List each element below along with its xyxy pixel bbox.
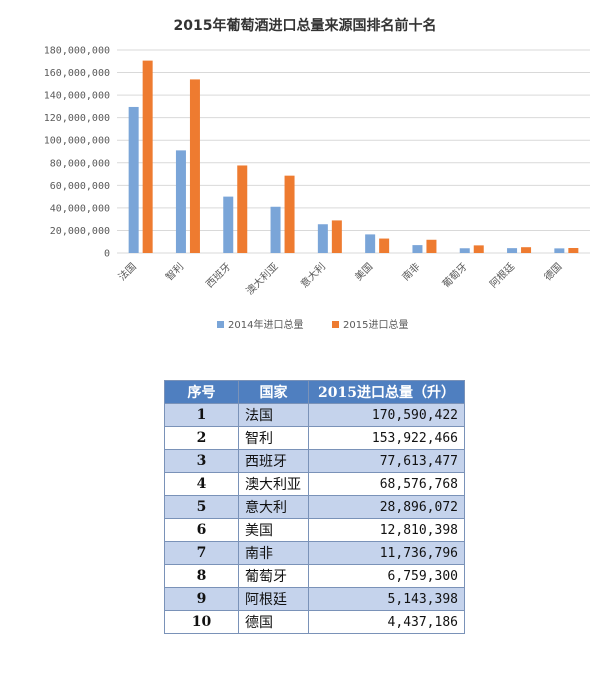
cell-volume: 5,143,398 [308, 587, 465, 611]
cell-country: 西班牙 [238, 449, 309, 473]
bar-2014 [270, 206, 281, 253]
bar-2014 [554, 248, 565, 253]
bar-2015 [521, 247, 532, 253]
x-category-label: 南非 [399, 260, 422, 283]
bar-2014 [223, 196, 234, 253]
x-category-label: 阿根廷 [487, 260, 517, 290]
header-rank: 序号 [164, 380, 239, 404]
bar-2015 [426, 239, 437, 253]
cell-country: 阿根廷 [238, 587, 309, 611]
cell-volume: 6,759,300 [308, 564, 465, 588]
cell-rank: 1 [164, 403, 239, 427]
table-row: 8 葡萄牙 6,759,300 [164, 564, 465, 588]
y-tick-label: 180,000,000 [44, 46, 110, 57]
cell-volume: 77,613,477 [308, 449, 465, 473]
legend-swatch [332, 321, 339, 328]
cell-country: 智利 [238, 426, 309, 450]
cell-country: 南非 [238, 541, 309, 565]
cell-rank: 5 [164, 495, 239, 519]
cell-volume: 153,922,466 [308, 426, 465, 450]
cell-country: 意大利 [238, 495, 309, 519]
cell-volume: 170,590,422 [308, 403, 465, 427]
y-tick-label: 20,000,000 [50, 226, 110, 237]
table-row: 3 西班牙 77,613,477 [164, 449, 465, 473]
bar-2014 [412, 245, 423, 253]
bar-2015 [568, 247, 579, 253]
bar-2014 [175, 150, 186, 253]
bar-2015 [142, 60, 153, 254]
table-row: 6 美国 12,810,398 [164, 518, 465, 542]
chart-canvas: 2015年葡萄酒进口总量来源国排名前十名 0 20,000,000 40,000,00… [44, 17, 590, 331]
cell-rank: 2 [164, 426, 239, 450]
table-row: 10 德国 4,437,186 [164, 610, 465, 634]
x-category-label: 葡萄牙 [439, 260, 469, 290]
bar-2015 [189, 79, 200, 253]
bar-chart: 2015年葡萄酒进口总量来源国排名前十名 0 20,000,000 40,000,00… [0, 0, 610, 340]
table-row: 4 澳大利亚 68,576,768 [164, 472, 465, 496]
table-row: 5 意大利 28,896,072 [164, 495, 465, 519]
cell-volume: 4,437,186 [308, 610, 465, 634]
table-row: 7 南非 11,736,796 [164, 541, 465, 565]
x-category-label: 德国 [541, 260, 564, 283]
cell-rank: 4 [164, 472, 239, 496]
cell-volume: 12,810,398 [308, 518, 465, 542]
y-tick-label: 140,000,000 [44, 91, 110, 102]
bar-2015 [237, 165, 248, 253]
import-volume-table: 序号 国家 2015进口总量（升） 1 法国 170,590,422 2 智利 … [164, 380, 465, 634]
table-row: 1 法国 170,590,422 [164, 403, 465, 427]
header-volume: 2015进口总量（升） [308, 380, 465, 404]
y-tick-label: 0 [104, 249, 110, 260]
header-country: 国家 [238, 380, 309, 404]
x-category-label: 智利 [163, 260, 186, 283]
cell-country: 葡萄牙 [238, 564, 309, 588]
cell-country: 德国 [238, 610, 309, 634]
x-category-label: 法国 [115, 260, 138, 283]
cell-rank: 6 [164, 518, 239, 542]
bar-2014 [507, 248, 518, 253]
cell-volume: 28,896,072 [308, 495, 465, 519]
table-header-row: 序号 国家 2015进口总量（升） [164, 380, 465, 404]
legend-label: 2014年进口总量 [228, 318, 303, 331]
bar-2014 [128, 106, 139, 253]
bar-2015 [284, 175, 295, 253]
bar-2015 [331, 220, 342, 253]
cell-rank: 3 [164, 449, 239, 473]
cell-country: 法国 [238, 403, 309, 427]
y-tick-label: 40,000,000 [50, 203, 110, 214]
table-row: 2 智利 153,922,466 [164, 426, 465, 450]
chart-title: 2015年葡萄酒进口总量来源国排名前十名 [174, 17, 437, 34]
cell-rank: 9 [164, 587, 239, 611]
cell-rank: 7 [164, 541, 239, 565]
legend-swatch [217, 321, 224, 328]
bar-2015 [473, 245, 484, 253]
y-tick-label: 80,000,000 [50, 158, 110, 169]
table-row: 9 阿根廷 5,143,398 [164, 587, 465, 611]
cell-country: 澳大利亚 [238, 472, 309, 496]
y-tick-label: 60,000,000 [50, 181, 110, 192]
cell-rank: 10 [164, 610, 239, 634]
cell-rank: 8 [164, 564, 239, 588]
bar-2015 [379, 238, 390, 253]
x-category-label: 澳大利亚 [243, 260, 280, 297]
cell-volume: 68,576,768 [308, 472, 465, 496]
y-tick-label: 100,000,000 [44, 136, 110, 147]
x-category-label: 美国 [352, 260, 375, 283]
cell-volume: 11,736,796 [308, 541, 465, 565]
bar-2014 [459, 248, 470, 253]
y-tick-label: 160,000,000 [44, 68, 110, 79]
x-category-label: 西班牙 [204, 261, 234, 291]
bar-2014 [365, 234, 376, 253]
legend-label: 2015进口总量 [343, 318, 408, 331]
y-tick-label: 120,000,000 [44, 113, 110, 124]
cell-country: 美国 [238, 518, 309, 542]
x-category-label: 意大利 [298, 260, 328, 290]
bar-2014 [317, 224, 328, 253]
